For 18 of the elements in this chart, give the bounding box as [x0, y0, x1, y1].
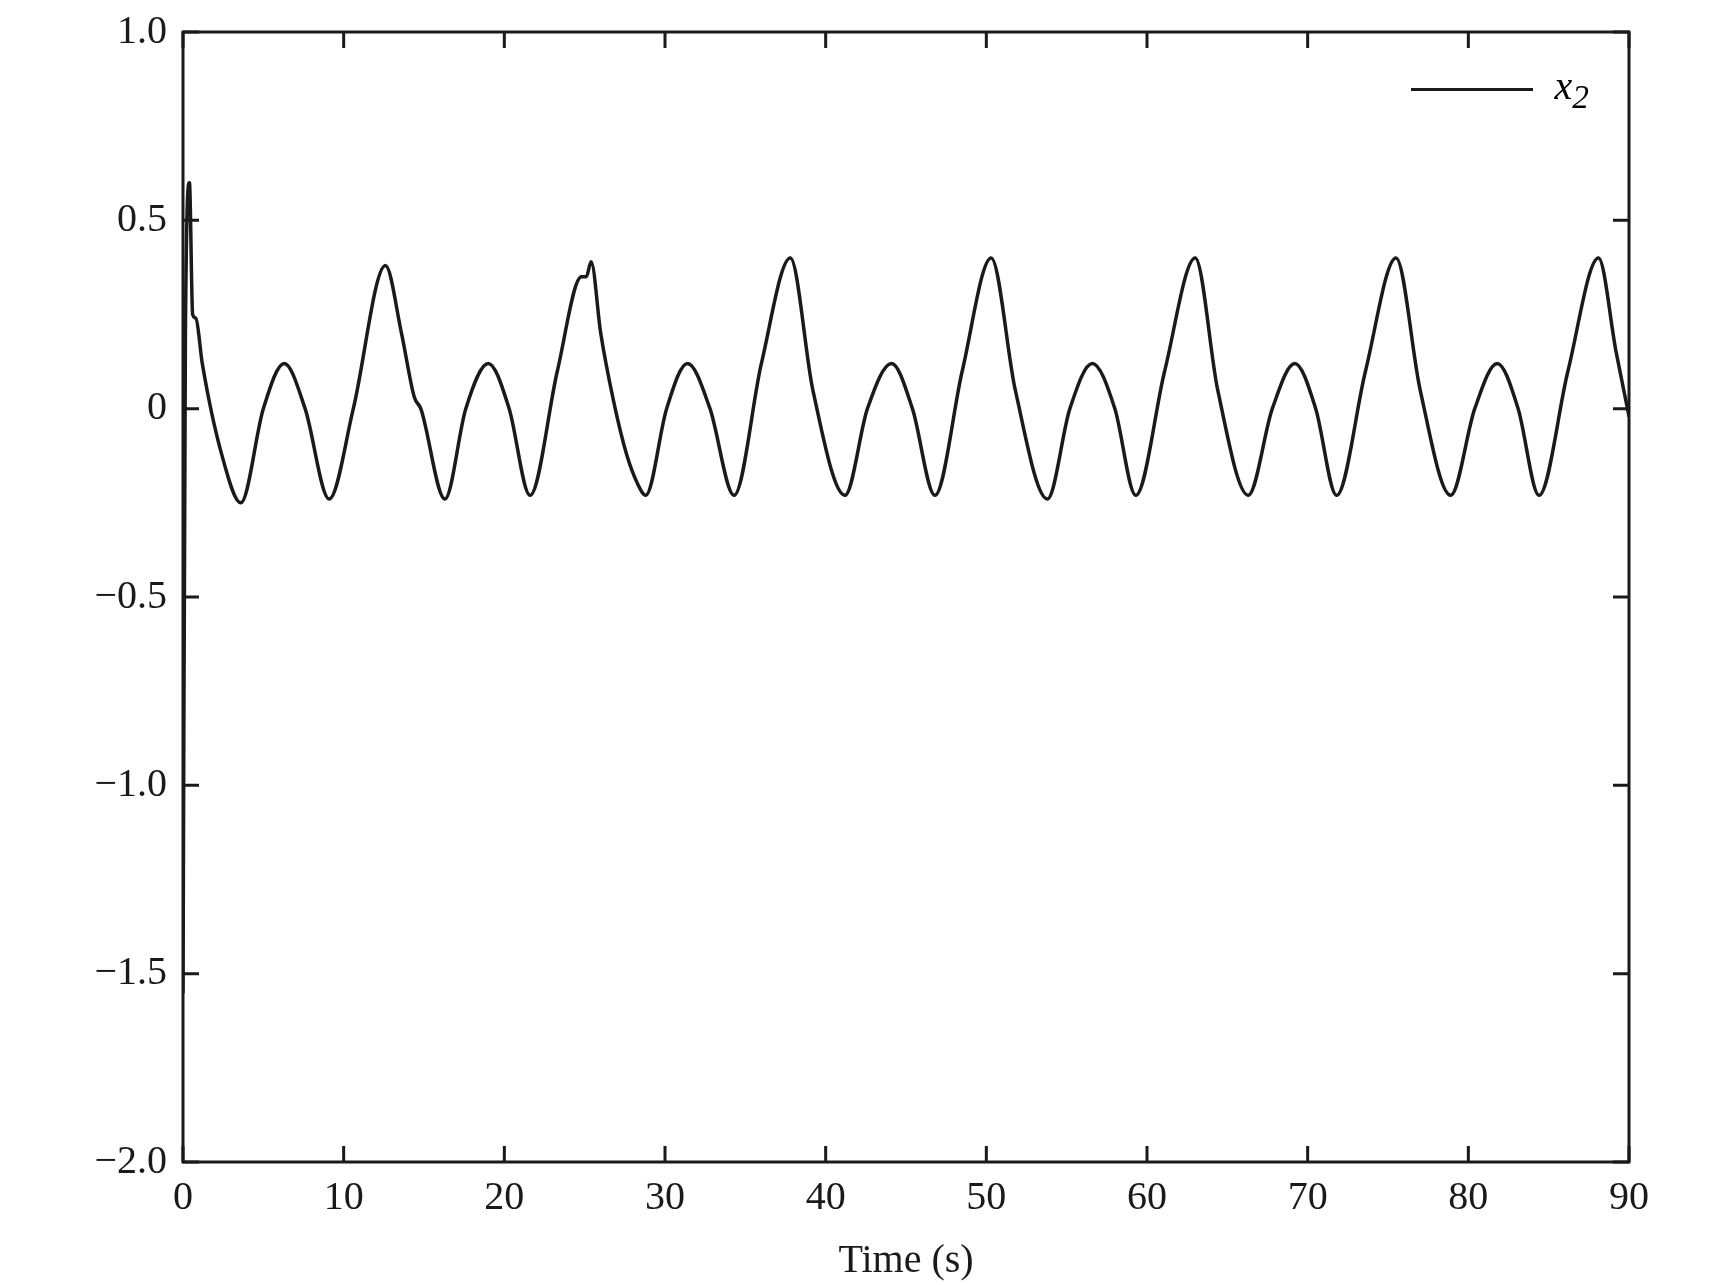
y-tick-label: −0.5	[94, 571, 167, 617]
x-tick-label: 60	[1127, 1172, 1167, 1218]
x-tick-label: 80	[1448, 1172, 1489, 1218]
x-axis-title: Time (s)	[838, 1235, 974, 1281]
x-tick-label: 90	[1609, 1172, 1649, 1218]
y-tick-label: −1.5	[94, 948, 167, 994]
y-tick-label: 0	[147, 383, 167, 429]
x-tick-label: 70	[1287, 1172, 1328, 1218]
x-tick-label: 40	[805, 1172, 846, 1218]
x-tick-label: 20	[484, 1172, 525, 1218]
legend-label: x$_{2}$	[1554, 62, 1589, 116]
y-tick-label: 1.0	[117, 6, 167, 52]
x-tick-label: 50	[966, 1172, 1007, 1218]
y-tick-label: 0.5	[117, 194, 167, 240]
x-tick-label: 10	[323, 1172, 364, 1218]
y-tick-label: −1.0	[94, 759, 167, 805]
y-tick-label: −2.0	[94, 1136, 167, 1182]
x-tick-label: 30	[645, 1172, 685, 1218]
